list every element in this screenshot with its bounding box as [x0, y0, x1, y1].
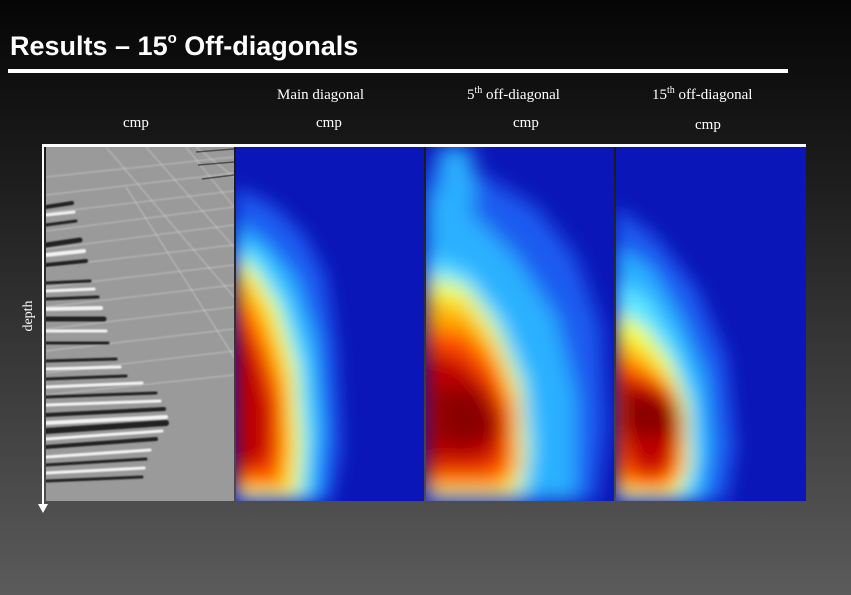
- depth-arrow-icon: [38, 504, 48, 513]
- heatmap-main-diagonal-image: [236, 147, 424, 501]
- slide-title-main: Results – 15: [10, 31, 168, 61]
- slide-title-rest: Off-diagonals: [176, 31, 359, 61]
- heading-15th-suffix: th: [667, 85, 675, 96]
- cmp-label-seismic: cmp: [123, 115, 149, 131]
- heading-15th-off-diagonal: 15th off-diagonal: [652, 85, 753, 104]
- heatmap-5th-off-diagonal: [426, 147, 614, 501]
- seismic-image-panel: [46, 147, 234, 501]
- heading-5th-number: 5: [467, 87, 475, 103]
- heatmap-5th-off-diagonal-image: [426, 147, 614, 501]
- heading-15th-text: off-diagonal: [674, 87, 753, 103]
- cmp-axis-line: [42, 144, 806, 147]
- depth-axis-label: depth: [21, 300, 36, 332]
- slide-title-superscript: o: [167, 30, 177, 47]
- cmp-label-5th: cmp: [513, 115, 539, 131]
- heading-main-diagonal: Main diagonal: [277, 87, 365, 103]
- cmp-label-main-diagonal: cmp: [316, 115, 342, 131]
- seismic-image: [46, 147, 234, 501]
- heatmap-15th-off-diagonal: [616, 147, 806, 501]
- heading-15th-number: 15: [652, 87, 667, 103]
- heading-5th-suffix: th: [474, 85, 483, 96]
- heatmap-15th-off-diagonal-image: [616, 147, 806, 501]
- heading-5th-off-diagonal: 5th off-diagonal: [467, 85, 560, 104]
- heading-5th-text: off-diagonal: [482, 87, 560, 103]
- depth-axis-line: [42, 146, 44, 506]
- cmp-label-15th: cmp: [695, 117, 721, 133]
- heatmap-main-diagonal: [236, 147, 424, 501]
- slide-title: Results – 15o Off-diagonals: [10, 30, 359, 61]
- title-underline: [8, 69, 788, 73]
